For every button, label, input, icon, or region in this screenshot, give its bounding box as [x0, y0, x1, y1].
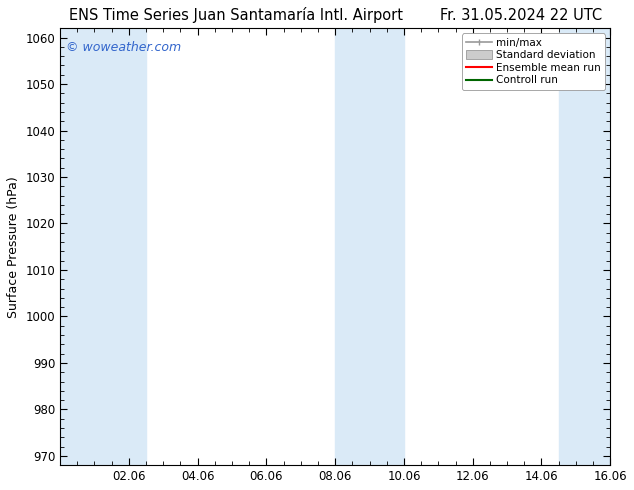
- Bar: [60, 28, 146, 465]
- Bar: [335, 28, 404, 465]
- Bar: [559, 28, 611, 465]
- Text: © woweather.com: © woweather.com: [65, 41, 181, 54]
- Y-axis label: Surface Pressure (hPa): Surface Pressure (hPa): [7, 176, 20, 318]
- Title: ENS Time Series Juan Santamaría Intl. Airport        Fr. 31.05.2024 22 UTC: ENS Time Series Juan Santamaría Intl. Ai…: [68, 7, 602, 23]
- Legend: min/max, Standard deviation, Ensemble mean run, Controll run: min/max, Standard deviation, Ensemble me…: [462, 33, 605, 90]
